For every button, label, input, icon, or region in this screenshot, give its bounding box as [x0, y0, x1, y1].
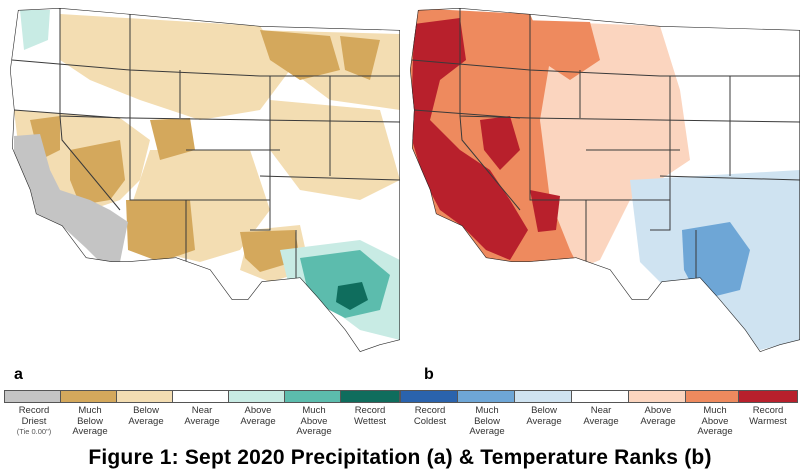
legend-label: Record Driest: [18, 405, 50, 427]
legend-item-record-coldest: Record Coldest: [398, 390, 462, 427]
legend-note: (Tie 0.00"): [16, 427, 52, 436]
legend-label: Below Average: [526, 405, 562, 427]
legend-label: Much Above Average: [296, 405, 332, 437]
legend-swatch: [228, 390, 288, 403]
legend-item-below-precip: Below Average: [114, 390, 178, 427]
legend-item-much-above-temp: Much Above Average: [683, 390, 747, 438]
precipitation-map-svg: [10, 8, 400, 352]
legend-item-record-driest: Record Driest (Tie 0.00"): [2, 390, 66, 436]
figure-caption: Figure 1: Sept 2020 Precipitation (a) & …: [88, 446, 712, 469]
legend-swatch: [284, 390, 344, 403]
legend-item-much-below-precip: Much Below Average: [58, 390, 122, 438]
legend-item-near-precip: Near Average: [170, 390, 234, 427]
legend-item-much-above-precip: Much Above Average: [282, 390, 346, 438]
legend-label: Record Warmest: [749, 405, 787, 427]
legend-swatch: [628, 390, 688, 403]
legend-label: Much Below Average: [469, 405, 505, 437]
legend-swatch: [172, 390, 232, 403]
legend-item-above-precip: Above Average: [226, 390, 290, 427]
precipitation-rank-map: [0, 0, 400, 365]
legend-swatch: [571, 390, 631, 403]
legend-item-below-temp: Below Average: [512, 390, 576, 427]
legend-label: Near Average: [583, 405, 619, 427]
legend-item-record-warmest: Record Warmest: [736, 390, 800, 427]
legend-swatch: [116, 390, 176, 403]
temperature-rank-map: [400, 0, 800, 365]
legend-item-near-temp: Near Average: [569, 390, 633, 427]
temperature-land: [410, 8, 800, 352]
legend-swatch: [340, 390, 400, 403]
legend-label: Record Wettest: [353, 405, 387, 427]
legend-swatch: [4, 390, 64, 403]
legend-label: Above Average: [640, 405, 676, 427]
legend-swatch: [60, 390, 120, 403]
legend-label: Near Average: [184, 405, 220, 427]
legend-item-record-wettest: Record Wettest: [338, 390, 402, 427]
precipitation-land: [10, 8, 400, 352]
legend-label: Above Average: [240, 405, 276, 427]
legend-label: Below Average: [128, 405, 164, 427]
panel-label-a: a: [14, 366, 23, 383]
legend-swatch: [514, 390, 574, 403]
panel-label-b: b: [424, 366, 434, 383]
rank-legend: Record Driest (Tie 0.00") Much Below Ave…: [0, 390, 800, 444]
legend-label: Record Coldest: [413, 405, 447, 427]
legend-swatch: [738, 390, 798, 403]
temperature-map-svg: [410, 8, 800, 352]
legend-item-much-below-temp: Much Below Average: [455, 390, 519, 438]
legend-item-above-temp: Above Average: [626, 390, 690, 427]
legend-swatch: [457, 390, 517, 403]
legend-swatch: [400, 390, 460, 403]
legend-label: Much Above Average: [697, 405, 733, 437]
legend-label: Much Below Average: [72, 405, 108, 437]
